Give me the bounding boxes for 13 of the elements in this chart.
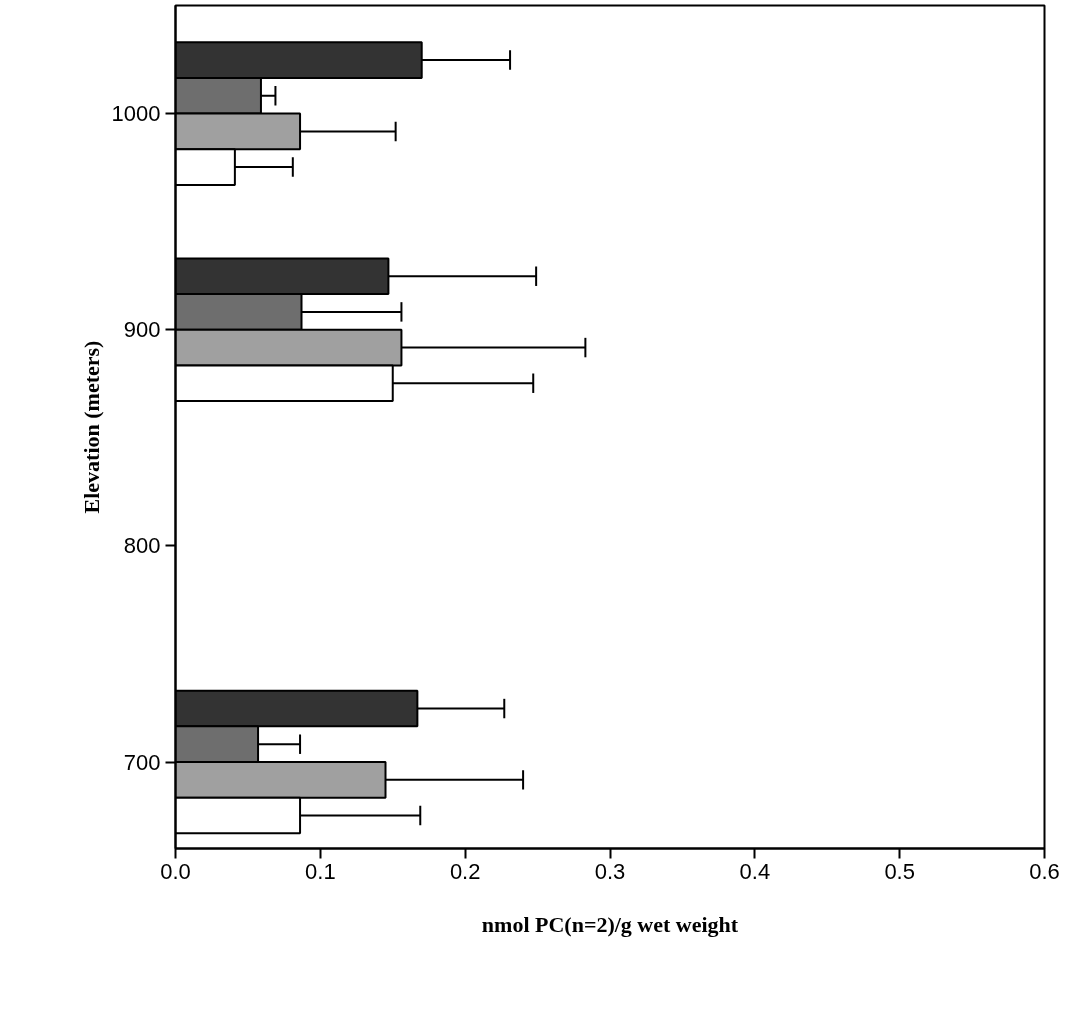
- x-tick-label: 0.4: [739, 858, 771, 884]
- y-tick-label: 700: [123, 749, 161, 775]
- x-tick-label: 0.3: [594, 858, 626, 884]
- x-tick-label: 0.0: [160, 858, 191, 884]
- x-axis-title: nmol PC(n=2)/g wet weight: [481, 911, 739, 937]
- y-tick-label: 800: [123, 533, 161, 559]
- x-tick-label: 0.6: [1029, 858, 1060, 884]
- x-tick-label: 0.2: [449, 858, 481, 884]
- y-axis-title: Elevation (meters): [78, 340, 104, 514]
- y-tick-label: 1000: [111, 101, 161, 127]
- x-tick-label: 0.1: [305, 858, 336, 884]
- x-tick-label: 0.5: [884, 858, 915, 884]
- y-tick-label: 900: [123, 317, 161, 343]
